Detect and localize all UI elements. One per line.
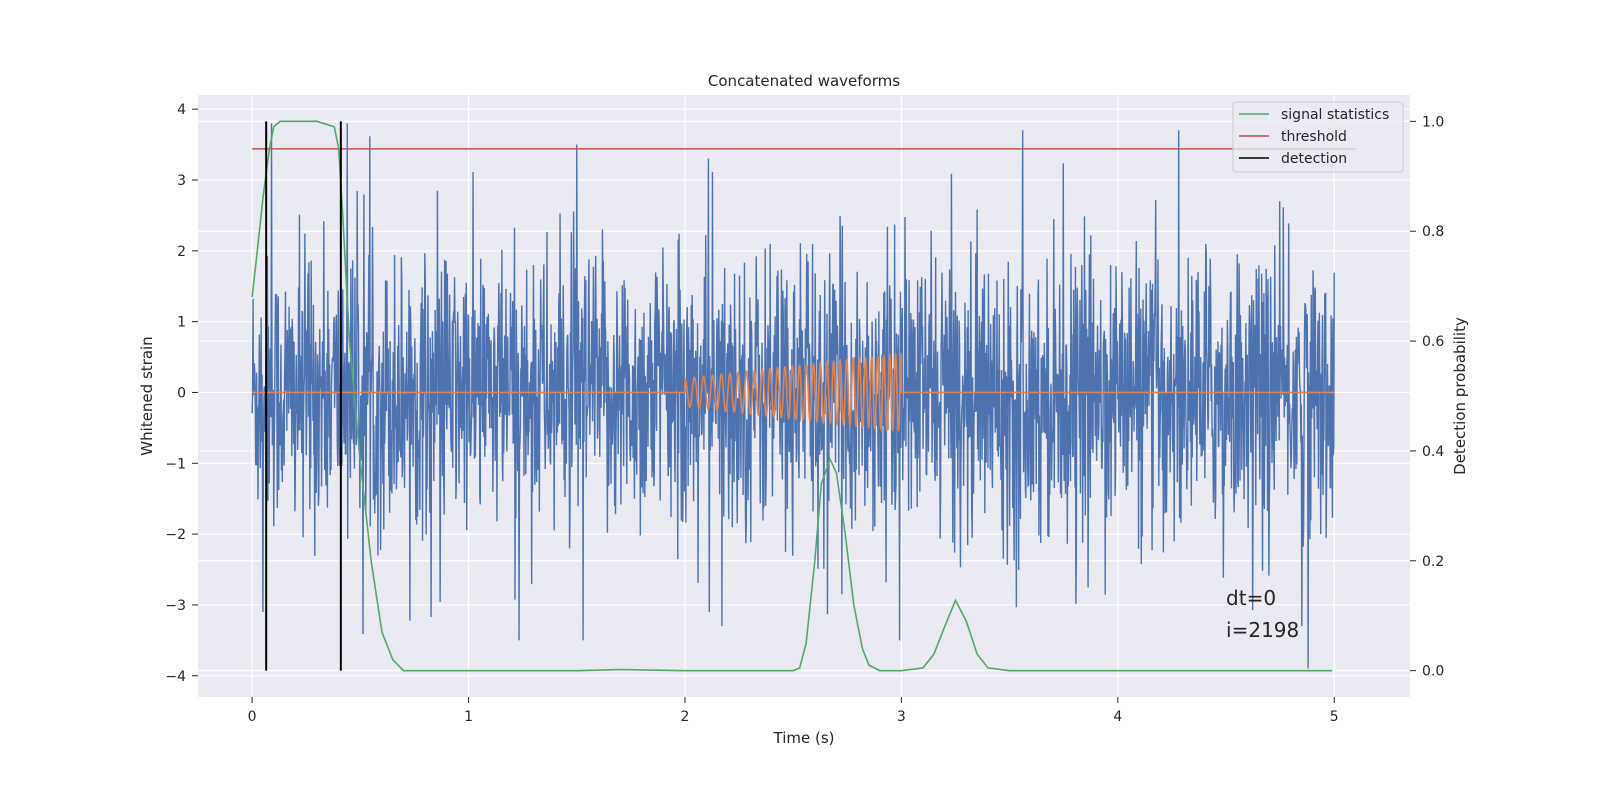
- detection-lines: [265, 121, 342, 671]
- x-axis-label: Time (s): [773, 729, 835, 747]
- legend-label-threshold: threshold: [1281, 129, 1347, 145]
- y-axis-right: 0.0 0.2 0.4 0.6 0.8 1.0: [1410, 114, 1444, 680]
- legend-box: [1232, 101, 1404, 173]
- y-right-tick-label: 0.6: [1422, 334, 1444, 350]
- series-signal-statistics: [251, 120, 1333, 672]
- x-tick-label: 4: [1113, 709, 1122, 725]
- y-right-tick-label: 1.0: [1422, 114, 1444, 130]
- y-tick-label: −3: [165, 598, 186, 614]
- x-tick-label: 0: [248, 709, 257, 725]
- chart-title: Concatenated waveforms: [708, 72, 900, 90]
- y-right-tick-label: 0.0: [1422, 664, 1444, 680]
- annotation-dt: dt=0: [1226, 586, 1276, 610]
- x-axis: 0 1 2 3 4 5: [248, 697, 1339, 725]
- y-tick-label: 2: [177, 244, 186, 260]
- legend-label-detection: detection: [1281, 151, 1347, 167]
- legend-label-signal-statistics: signal statistics: [1281, 107, 1389, 123]
- series-template-waveform: [252, 351, 1335, 433]
- x-tick-label: 5: [1330, 709, 1339, 725]
- y-axis-left: −4 −3 −2 −1 0 1 2 3 4: [165, 102, 198, 685]
- series-whitened-strain: [251, 123, 1335, 669]
- x-tick-label: 2: [681, 709, 690, 725]
- annotation-i: i=2198: [1226, 618, 1299, 642]
- y-tick-label: 1: [177, 315, 186, 331]
- x-tick-label: 3: [897, 709, 906, 725]
- y-axis-right-label: Detection probability: [1451, 317, 1469, 475]
- legend: signal statistics threshold detection: [1232, 101, 1404, 173]
- y-tick-label: −2: [165, 527, 186, 543]
- y-axis-label: Whitened strain: [138, 336, 156, 455]
- y-tick-label: 3: [177, 173, 186, 189]
- x-tick-label: 1: [464, 709, 473, 725]
- y-right-tick-label: 0.8: [1422, 224, 1444, 240]
- y-right-tick-label: 0.2: [1422, 554, 1444, 570]
- y-tick-label: 4: [177, 102, 186, 118]
- y-tick-label: 0: [177, 385, 186, 401]
- y-tick-label: −4: [165, 669, 186, 685]
- y-right-tick-label: 0.4: [1422, 444, 1444, 460]
- y-tick-label: −1: [165, 456, 186, 472]
